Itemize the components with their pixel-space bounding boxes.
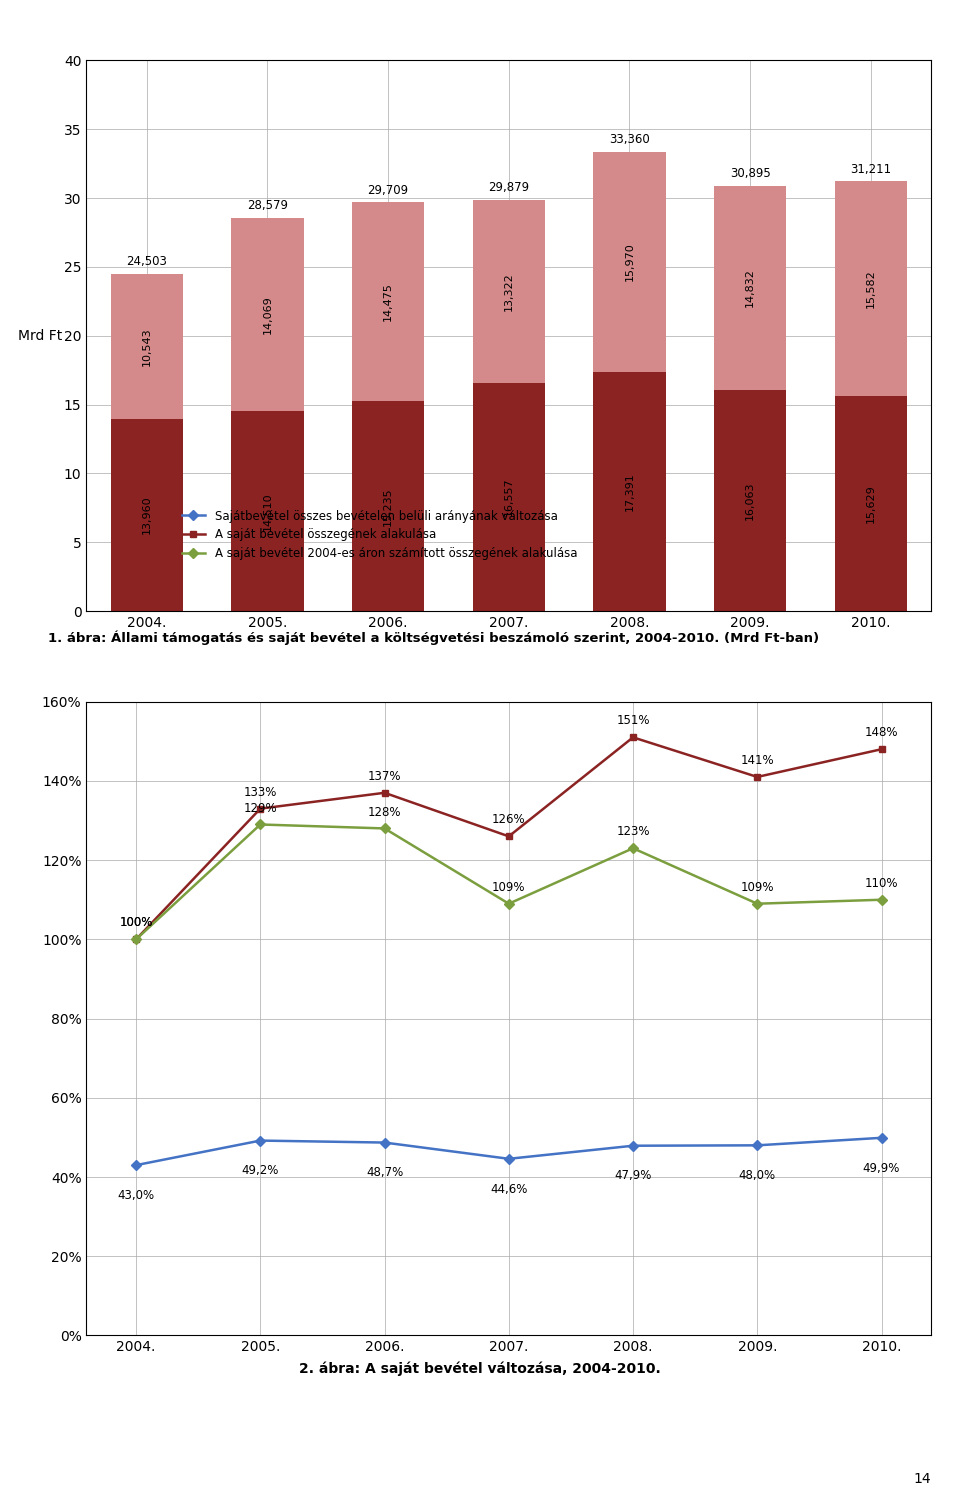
Text: 123%: 123% (616, 825, 650, 839)
Text: 110%: 110% (865, 877, 899, 890)
Text: 148%: 148% (865, 726, 899, 739)
Text: 10,543: 10,543 (142, 327, 152, 365)
Text: 129%: 129% (244, 801, 277, 815)
Text: 141%: 141% (740, 754, 774, 767)
Text: 29,879: 29,879 (489, 181, 529, 195)
Text: 14,832: 14,832 (745, 269, 756, 308)
Text: 49,2%: 49,2% (242, 1165, 279, 1177)
Bar (352, 202, 424, 401)
Text: 100%: 100% (119, 916, 153, 930)
Text: 28,579: 28,579 (247, 199, 288, 213)
Bar (472, 199, 545, 383)
Text: 17,391: 17,391 (625, 472, 635, 510)
Text: 14,510: 14,510 (262, 492, 273, 531)
Text: 48,0%: 48,0% (738, 1169, 776, 1182)
Bar (593, 152, 665, 371)
Text: 16,063: 16,063 (745, 481, 756, 519)
Bar (714, 186, 786, 389)
Text: 100%: 100% (119, 916, 153, 930)
Bar (231, 412, 303, 611)
Bar (714, 389, 786, 611)
Bar (834, 181, 907, 395)
Legend: Sajátbevétel összes bevételen belüli arányának változása, A saját bevétel összeg: Sajátbevétel összes bevételen belüli ará… (177, 506, 582, 564)
Text: 15,582: 15,582 (866, 269, 876, 308)
Text: 126%: 126% (492, 813, 526, 827)
Text: 14: 14 (914, 1473, 931, 1486)
Text: 15,235: 15,235 (383, 487, 393, 525)
Text: 24,503: 24,503 (127, 255, 167, 269)
Text: 15,629: 15,629 (866, 484, 876, 524)
Text: 47,9%: 47,9% (614, 1169, 652, 1183)
Text: 31,211: 31,211 (851, 163, 892, 177)
Text: 133%: 133% (244, 786, 277, 798)
Bar (352, 401, 424, 611)
Text: 33,360: 33,360 (609, 133, 650, 146)
Text: 29,709: 29,709 (368, 184, 409, 196)
Text: 13,960: 13,960 (142, 496, 152, 534)
Text: 14,475: 14,475 (383, 282, 393, 321)
Text: 14,069: 14,069 (262, 296, 273, 333)
Y-axis label: Mrd Ft: Mrd Ft (18, 329, 62, 343)
Text: 109%: 109% (740, 881, 774, 893)
Text: 43,0%: 43,0% (117, 1189, 155, 1201)
Text: 44,6%: 44,6% (491, 1183, 527, 1195)
Text: 137%: 137% (368, 770, 401, 783)
Bar (472, 383, 545, 611)
Text: 15,970: 15,970 (625, 243, 635, 281)
Text: 109%: 109% (492, 881, 525, 893)
Text: 16,557: 16,557 (504, 478, 514, 516)
Text: 49,9%: 49,9% (863, 1162, 900, 1174)
Bar (834, 395, 907, 611)
Text: 151%: 151% (616, 714, 650, 727)
Text: 2. ábra: A saját bevétel változása, 2004-2010.: 2. ábra: A saját bevétel változása, 2004… (300, 1361, 660, 1376)
Bar (593, 371, 665, 611)
Bar (110, 273, 183, 420)
Bar (231, 217, 303, 412)
Text: 30,895: 30,895 (730, 167, 771, 180)
Text: 1. ábra: Állami támogatás és saját bevétel a költségvetési beszámoló szerint, 20: 1. ábra: Állami támogatás és saját bevét… (48, 631, 819, 646)
Text: 48,7%: 48,7% (366, 1166, 403, 1180)
Bar (110, 420, 183, 611)
Text: 128%: 128% (368, 806, 401, 818)
Text: 13,322: 13,322 (504, 272, 514, 311)
